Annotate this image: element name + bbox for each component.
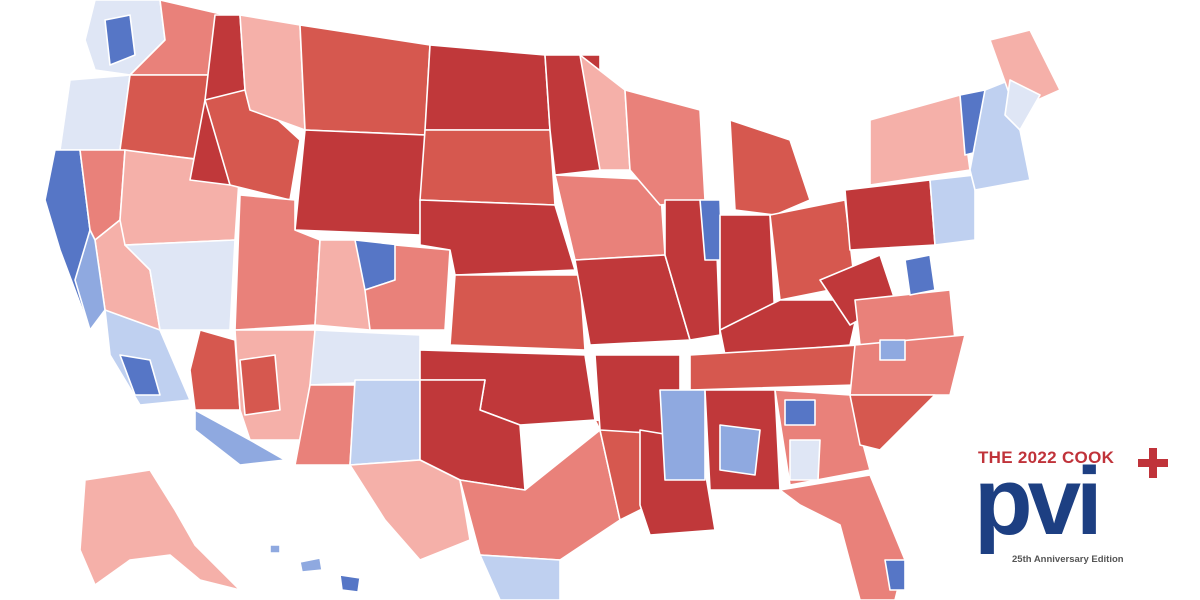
region-ca-south: [104, 309, 191, 406]
region-north-carolina: [849, 334, 966, 396]
region-new-jersey: [929, 174, 976, 246]
region-nc-triangle: [879, 339, 906, 361]
region-hawaii-3: [339, 574, 361, 593]
region-alabama-black-belt: [719, 424, 761, 476]
region-south-carolina: [849, 394, 936, 451]
region-montana: [299, 24, 431, 136]
region-ca-bay: [74, 229, 106, 331]
region-texas-south: [479, 554, 561, 600]
region-seattle: [104, 14, 136, 66]
region-hawaii-1: [269, 544, 281, 554]
region-new-mexico-central: [349, 379, 421, 466]
region-tennessee: [689, 344, 861, 391]
region-new-york-upstate: [869, 94, 971, 186]
region-south-dakota: [419, 129, 556, 206]
region-michigan: [729, 119, 811, 216]
region-oregon-coast: [59, 74, 131, 151]
region-texas-west: [349, 459, 471, 561]
region-mississippi: [659, 389, 706, 481]
region-idaho-south: [204, 89, 301, 201]
plus-icon: [1138, 448, 1168, 478]
region-arizona-south: [194, 409, 286, 466]
region-arizona-phoenix: [239, 354, 281, 416]
region-north-dakota: [424, 44, 551, 131]
logo-title: THE 2022 COOK: [978, 448, 1115, 467]
region-ca-inland: [189, 329, 241, 411]
region-atlanta: [784, 399, 816, 426]
region-montana-west: [239, 14, 306, 131]
region-maine-south: [1004, 79, 1041, 131]
region-florida: [779, 474, 906, 600]
region-new-mexico-north: [309, 329, 421, 386]
cook-pvi-logo: THE 2022 COOK pvi 25th Anniversary Editi…: [974, 448, 1178, 578]
logo-edition: 25th Anniversary Edition: [1012, 554, 1124, 565]
region-hawaii-2: [299, 557, 323, 573]
region-nevada-south: [124, 239, 236, 331]
region-maine: [989, 29, 1061, 111]
region-ca-la: [119, 354, 161, 396]
region-alaska: [79, 469, 241, 591]
region-georgia-south: [789, 439, 821, 481]
region-south-florida: [884, 559, 906, 591]
region-north-virginia: [904, 254, 936, 296]
region-kansas: [449, 274, 586, 351]
region-wyoming: [294, 129, 426, 236]
region-pennsylvania: [844, 179, 936, 251]
logo-wordmark: pvi: [974, 448, 1103, 555]
